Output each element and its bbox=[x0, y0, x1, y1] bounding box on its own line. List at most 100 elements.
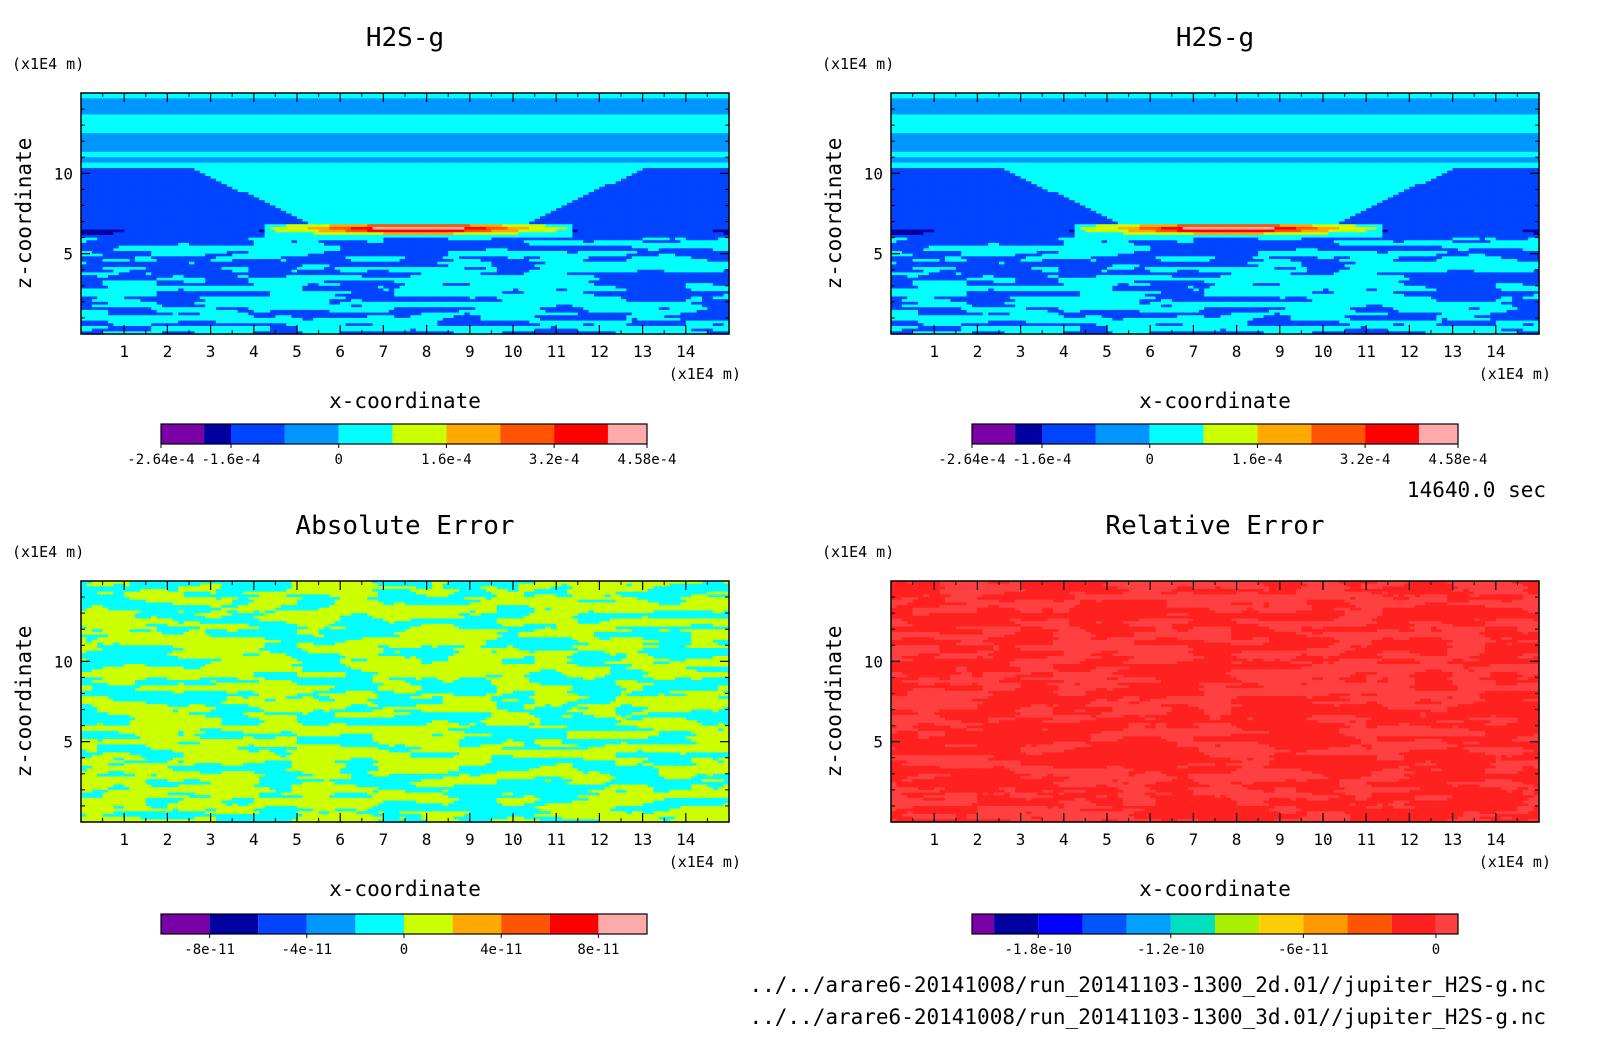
heatmap-cell bbox=[118, 117, 125, 121]
heatmap-cell bbox=[135, 127, 141, 132]
heatmap-cell bbox=[691, 130, 698, 134]
heatmap-cell bbox=[167, 109, 174, 113]
heatmap-cell bbox=[540, 101, 546, 105]
heatmap-cell bbox=[599, 133, 606, 137]
heatmap-cell bbox=[432, 109, 438, 113]
heatmap-cell bbox=[151, 114, 158, 118]
heatmap-cell bbox=[129, 93, 136, 97]
heatmap-cell bbox=[680, 103, 687, 107]
heatmap-cell bbox=[394, 133, 401, 137]
heatmap-cell bbox=[464, 103, 471, 107]
heatmap-cell bbox=[615, 93, 622, 97]
heatmap-cell bbox=[383, 130, 390, 134]
heatmap-cell bbox=[513, 127, 519, 132]
heatmap-cell bbox=[475, 127, 482, 132]
heatmap-cell bbox=[410, 103, 417, 107]
heatmap-cell bbox=[577, 133, 584, 137]
heatmap-cell bbox=[145, 114, 152, 118]
heatmap-cell bbox=[210, 122, 217, 126]
heatmap-cell bbox=[685, 130, 692, 134]
heatmap-cell bbox=[340, 111, 347, 116]
heatmap-cell bbox=[615, 117, 622, 121]
heatmap-cell bbox=[286, 103, 293, 107]
heatmap-cell bbox=[232, 103, 239, 107]
heatmap-cell bbox=[637, 125, 644, 129]
heatmap-cell bbox=[361, 130, 368, 134]
heatmap-cell bbox=[523, 101, 530, 105]
heatmap-cell bbox=[648, 125, 654, 129]
heatmap-cell bbox=[270, 109, 276, 113]
heatmap-cell bbox=[599, 98, 606, 102]
heatmap-cell bbox=[426, 93, 433, 97]
heatmap-cell bbox=[658, 130, 665, 134]
heatmap-cell bbox=[340, 93, 347, 97]
heatmap-cell bbox=[324, 119, 330, 124]
heatmap-cell bbox=[205, 98, 212, 102]
heatmap-cell bbox=[237, 101, 244, 105]
heatmap-cell bbox=[723, 130, 730, 134]
heatmap-cell bbox=[378, 106, 384, 110]
heatmap-cell bbox=[680, 125, 687, 129]
heatmap-cell bbox=[712, 111, 719, 116]
heatmap-cell bbox=[248, 130, 255, 134]
heatmap-cell bbox=[421, 95, 428, 99]
heatmap-cell bbox=[297, 125, 303, 129]
heatmap-cell bbox=[637, 127, 644, 132]
heatmap-cell bbox=[113, 103, 120, 107]
heatmap-cell bbox=[108, 117, 114, 121]
heatmap-cell bbox=[156, 106, 163, 110]
heatmap-cell bbox=[475, 122, 482, 126]
heatmap-cell bbox=[226, 106, 233, 110]
heatmap-cell bbox=[135, 95, 141, 99]
heatmap-cell bbox=[631, 127, 638, 132]
heatmap-cell bbox=[194, 98, 201, 102]
heatmap-cell bbox=[378, 103, 384, 107]
heatmap-cell bbox=[356, 114, 363, 118]
heatmap-cell bbox=[664, 103, 671, 107]
heatmap-cell bbox=[270, 114, 276, 118]
heatmap-cell bbox=[572, 103, 579, 107]
heatmap-cell bbox=[172, 111, 179, 116]
heatmap-cell bbox=[129, 111, 136, 116]
heatmap-cell bbox=[621, 125, 627, 129]
heatmap-cell bbox=[707, 119, 714, 124]
heatmap-cell bbox=[561, 106, 568, 110]
heatmap-cell bbox=[723, 125, 730, 129]
heatmap-cell bbox=[124, 109, 131, 113]
heatmap-cell bbox=[561, 111, 568, 116]
heatmap-cell bbox=[604, 95, 611, 99]
heatmap-cell bbox=[86, 109, 93, 113]
heatmap-cell bbox=[129, 114, 136, 118]
heatmap-cell bbox=[113, 127, 120, 132]
heatmap-cell bbox=[388, 98, 395, 102]
heatmap-cell bbox=[534, 98, 541, 102]
heatmap-cell bbox=[167, 101, 174, 105]
heatmap-cell bbox=[232, 114, 239, 118]
heatmap-cell bbox=[275, 119, 282, 124]
heatmap-cell bbox=[415, 117, 422, 121]
heatmap-cell bbox=[232, 95, 239, 99]
heatmap-cell bbox=[426, 127, 433, 132]
heatmap-cell bbox=[669, 101, 676, 105]
heatmap-cell bbox=[356, 130, 363, 134]
heatmap-cell bbox=[178, 125, 185, 129]
heatmap-cell bbox=[626, 125, 633, 129]
heatmap-cell bbox=[178, 101, 185, 105]
heatmap-cell bbox=[556, 111, 563, 116]
heatmap-cell bbox=[658, 133, 665, 137]
heatmap-cell bbox=[513, 122, 519, 126]
heatmap-cell bbox=[383, 119, 390, 124]
heatmap-cell bbox=[189, 95, 195, 99]
heatmap-cell bbox=[621, 103, 627, 107]
heatmap-cell bbox=[167, 103, 174, 107]
heatmap-cell bbox=[243, 130, 249, 134]
heatmap-cell bbox=[437, 133, 444, 137]
heatmap-cell bbox=[394, 119, 401, 124]
heatmap-cell bbox=[507, 119, 514, 124]
heatmap-cell bbox=[135, 114, 141, 118]
heatmap-cell bbox=[615, 133, 622, 137]
heatmap-cell bbox=[140, 133, 147, 137]
heatmap-cell bbox=[496, 117, 503, 121]
heatmap-cell bbox=[583, 103, 590, 107]
heatmap-cell bbox=[567, 93, 573, 97]
